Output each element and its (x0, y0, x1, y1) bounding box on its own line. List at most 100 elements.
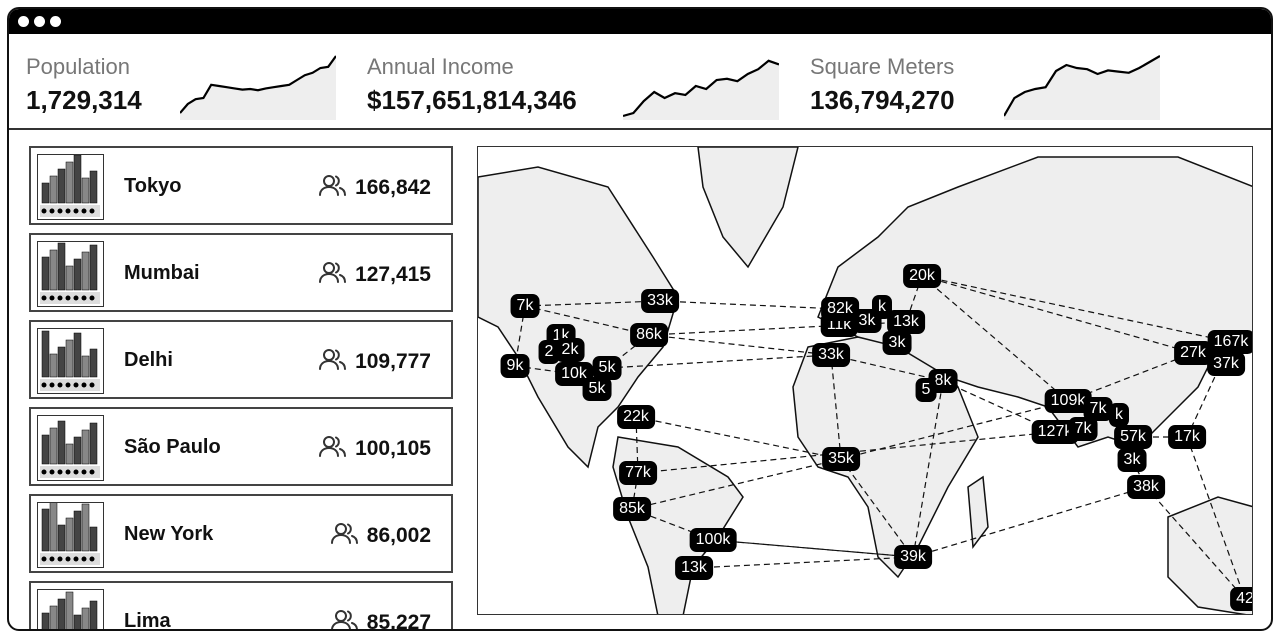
people-icon (319, 174, 347, 202)
sparkline-area (623, 60, 779, 120)
people-icon (319, 435, 347, 463)
people-icon (319, 348, 347, 376)
map-marker[interactable]: 5 (915, 378, 937, 402)
city-list-item[interactable]: New York 86,002 (29, 494, 453, 573)
route-line (921, 275, 1194, 354)
city-thumbnail (37, 589, 104, 629)
sparkline-area (180, 56, 336, 120)
city-thumbnail (37, 241, 104, 307)
map-marker[interactable]: 20k (903, 264, 941, 288)
income-sparkline (623, 59, 779, 120)
map-marker[interactable]: 35k (822, 447, 860, 471)
route-line (830, 354, 944, 382)
route-line (840, 400, 1069, 460)
map-marker[interactable]: 2 (538, 340, 560, 364)
sparkline-line (1004, 55, 1160, 117)
population-value: 127,415 (355, 263, 431, 286)
map-marker[interactable]: 37k (1207, 352, 1245, 376)
map-marker[interactable]: 85k (613, 497, 651, 521)
route-line (1186, 341, 1232, 438)
route-line (830, 354, 842, 460)
stat-value: 1,729,314 (26, 85, 142, 115)
city-list-item[interactable]: Lima 85,227 (29, 581, 453, 631)
stat-value: $157,651,814,346 (367, 85, 577, 115)
map-marker[interactable]: 27k (1174, 341, 1212, 365)
city-thumbnail (37, 154, 104, 220)
city-name: São Paulo (124, 436, 221, 458)
map-marker[interactable]: 57k (1114, 425, 1152, 449)
map-marker[interactable]: 42 (1230, 587, 1252, 611)
population-value: 86,002 (366, 524, 431, 547)
route-line (659, 300, 841, 310)
map-marker[interactable]: 86k (630, 323, 668, 347)
city-population: 86,002 (330, 522, 431, 550)
city-name: Delhi (124, 349, 173, 371)
map-marker[interactable]: 167k (1207, 330, 1252, 354)
route-line (921, 275, 1069, 402)
map-marker[interactable]: k (1109, 403, 1129, 427)
map-marker[interactable]: 3k (882, 331, 912, 355)
map-marker[interactable]: 3k (1117, 448, 1147, 472)
window-dot-icon[interactable] (50, 16, 61, 27)
people-icon (319, 261, 347, 289)
city-population: 166,842 (319, 174, 431, 202)
city-population: 109,777 (319, 348, 431, 376)
sparkline-line (180, 55, 336, 114)
map-marker[interactable]: 5k (582, 377, 612, 401)
world-map[interactable]: 7k 33k 86k 1k 2 2k 9k 10k 5k 5k 22k 77k 85k 100k 13k 35… (477, 146, 1253, 615)
city-population: 100,105 (319, 435, 431, 463)
sparkline-line (623, 59, 779, 118)
population-sparkline (180, 55, 336, 120)
population-value: 166,842 (355, 176, 431, 199)
route-line (524, 300, 661, 307)
route-line (840, 458, 914, 558)
map-marker[interactable]: 33k (812, 343, 850, 367)
window-dot-icon[interactable] (34, 16, 45, 27)
map-marker[interactable]: 7k (1068, 417, 1098, 441)
stat-label: Square Meters (810, 54, 955, 79)
population-value: 109,777 (355, 350, 431, 373)
city-list-item[interactable]: Tokyo 166,842 (29, 146, 453, 225)
map-marker[interactable]: 39k (894, 545, 932, 569)
map-marker[interactable]: k (872, 295, 892, 319)
map-marker[interactable]: 33k (641, 289, 679, 313)
map-marker[interactable]: 13k (887, 310, 925, 334)
people-icon (330, 609, 359, 629)
route-line (648, 334, 832, 356)
map-marker[interactable]: 17k (1168, 425, 1206, 449)
map-marker[interactable]: 9k (500, 354, 530, 378)
city-list-item[interactable]: Delhi 109,777 (29, 320, 453, 399)
city-population: 127,415 (319, 261, 431, 289)
map-marker[interactable]: 7k (510, 294, 540, 318)
route-line (712, 539, 914, 558)
city-name: Lima (124, 610, 171, 631)
city-name: New York (124, 523, 214, 545)
people-icon (330, 522, 359, 550)
map-marker[interactable]: 100k (689, 528, 737, 552)
city-list-item[interactable]: São Paulo 100,105 (29, 407, 453, 486)
map-marker[interactable]: 2k (555, 338, 585, 362)
area-sparkline (1004, 55, 1160, 120)
stats-bar: Population 1,729,314 Annual Income $157,… (9, 34, 1271, 130)
map-marker[interactable]: 38k (1127, 475, 1165, 499)
map-marker[interactable]: 10k (555, 362, 593, 386)
population-value: 85,227 (366, 611, 431, 631)
route-line (921, 275, 1232, 343)
city-list-item[interactable]: Mumbai 127,415 (29, 233, 453, 312)
population-value: 100,105 (355, 437, 431, 460)
route-line (1145, 486, 1246, 600)
city-thumbnail (37, 415, 104, 481)
map-marker[interactable]: 13k (675, 556, 713, 580)
map-marker[interactable]: 77k (619, 461, 657, 485)
stat-value: 136,794,270 (810, 85, 955, 115)
city-population: 85,227 (330, 609, 431, 631)
map-marker[interactable]: 5k (592, 356, 622, 380)
window-dot-icon[interactable] (18, 16, 29, 27)
map-marker[interactable]: 127k (1031, 420, 1079, 444)
map-marker[interactable]: 22k (617, 405, 655, 429)
title-bar (9, 9, 1271, 34)
route-line (1186, 436, 1246, 600)
app-window: Population 1,729,314 Annual Income $157,… (7, 7, 1273, 631)
city-thumbnail (37, 328, 104, 394)
route-line (635, 416, 842, 460)
